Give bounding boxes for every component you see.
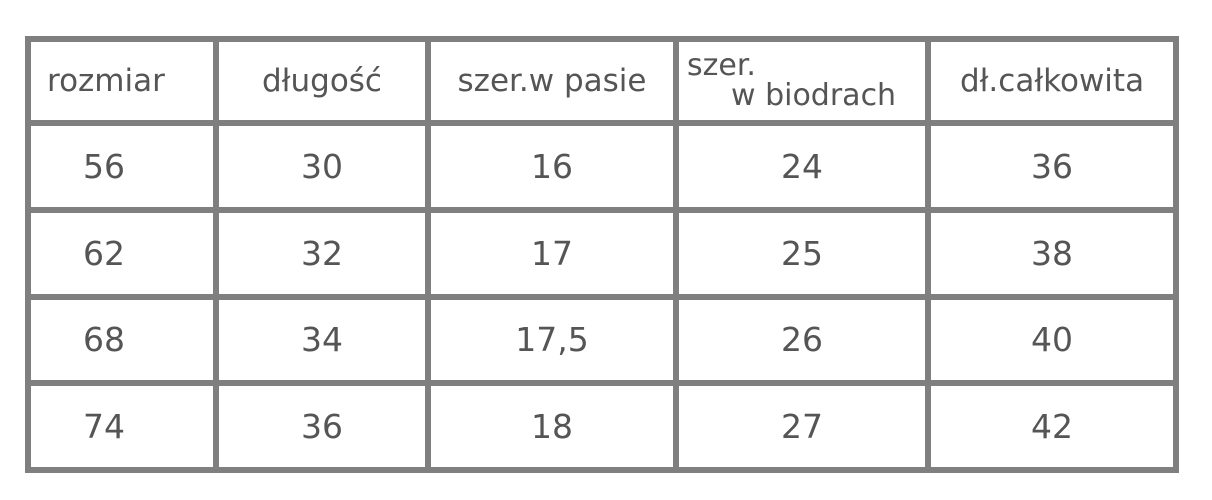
- header-hip-width-line2: w biodrach: [731, 78, 897, 113]
- header-row: rozmiar długość szer.w pasie szer. w bio…: [25, 36, 1179, 126]
- cell-length: 30: [213, 120, 431, 213]
- cell-waist-width: 17: [425, 206, 679, 300]
- table-row: 62 32 17 25 38: [25, 206, 1179, 300]
- cell-waist-width: 17,5: [425, 293, 679, 387]
- cell-size: 56: [25, 120, 219, 213]
- table-row: 68 34 17,5 26 40: [25, 293, 1179, 387]
- cell-total-length: 40: [925, 293, 1179, 387]
- table-row: 74 36 18 27 42: [25, 380, 1179, 473]
- cell-waist-width: 16: [425, 120, 679, 213]
- cell-size: 68: [25, 293, 219, 387]
- cell-total-length: 38: [925, 206, 1179, 300]
- cell-length: 34: [213, 293, 431, 387]
- size-chart-table: rozmiar długość szer.w pasie szer. w bio…: [25, 36, 1179, 473]
- cell-size: 74: [25, 380, 219, 473]
- header-length: długość: [213, 36, 431, 126]
- cell-length: 36: [213, 380, 431, 473]
- table-row: 56 30 16 24 36: [25, 120, 1179, 213]
- header-hip-width-line1: szer.: [687, 48, 756, 83]
- cell-waist-width: 18: [425, 380, 679, 473]
- header-hip-width: szer. w biodrach: [673, 36, 931, 126]
- cell-hip-width: 26: [673, 293, 931, 387]
- cell-length: 32: [213, 206, 431, 300]
- cell-hip-width: 25: [673, 206, 931, 300]
- cell-total-length: 42: [925, 380, 1179, 473]
- header-size: rozmiar: [25, 36, 219, 126]
- cell-size: 62: [25, 206, 219, 300]
- cell-hip-width: 24: [673, 120, 931, 213]
- header-waist-width: szer.w pasie: [425, 36, 679, 126]
- cell-hip-width: 27: [673, 380, 931, 473]
- header-total-length: dł.całkowita: [925, 36, 1179, 126]
- cell-total-length: 36: [925, 120, 1179, 213]
